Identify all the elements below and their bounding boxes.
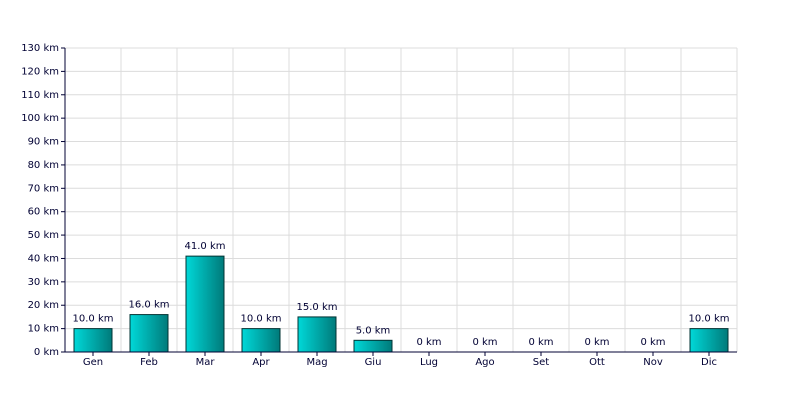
y-tick-label: 20 km: [28, 300, 59, 311]
bar: [73, 328, 113, 353]
value-label: 0 km: [640, 337, 665, 348]
value-label: 10.0 km: [241, 314, 282, 325]
value-label: 10.0 km: [73, 314, 114, 325]
x-tick-label: Set: [533, 357, 550, 368]
y-tick-label: 90 km: [28, 137, 59, 148]
x-tick-label: Feb: [140, 357, 158, 368]
value-label: 0 km: [472, 337, 497, 348]
bar: [353, 339, 393, 353]
y-tick-label: 0 km: [34, 347, 59, 358]
y-tick-label: 120 km: [21, 66, 59, 77]
x-tick-label: Mar: [196, 357, 216, 368]
x-tick-label: Lug: [420, 357, 438, 368]
y-tick-label: 80 km: [28, 160, 59, 171]
y-tick-label: 100 km: [21, 113, 59, 124]
y-tick-label: 50 km: [28, 230, 59, 241]
bar: [241, 328, 281, 353]
value-label: 10.0 km: [689, 314, 730, 325]
bar: [185, 255, 225, 353]
value-label: 5.0 km: [356, 325, 391, 336]
value-label: 0 km: [416, 337, 441, 348]
value-label: 15.0 km: [297, 302, 338, 313]
y-tick-label: 40 km: [28, 253, 59, 264]
y-tick-label: 70 km: [28, 183, 59, 194]
x-tick-label: Nov: [643, 357, 663, 368]
bar: [689, 328, 729, 353]
value-label: 41.0 km: [185, 241, 226, 252]
x-tick-label: Apr: [252, 357, 270, 368]
value-label: 0 km: [584, 337, 609, 348]
value-label: 16.0 km: [129, 300, 170, 311]
value-label: 0 km: [528, 337, 553, 348]
x-tick-label: Mag: [306, 357, 327, 368]
x-tick-label: Giu: [365, 357, 382, 368]
x-tick-label: Dic: [701, 357, 717, 368]
x-tick-label: Gen: [83, 357, 103, 368]
y-tick-label: 110 km: [21, 90, 59, 101]
y-tick-label: 10 km: [28, 324, 59, 335]
x-tick-label: Ago: [475, 357, 494, 368]
bar: [297, 316, 337, 353]
y-tick-label: 30 km: [28, 277, 59, 288]
y-tick-label: 130 km: [21, 43, 59, 54]
y-tick-label: 60 km: [28, 207, 59, 218]
x-tick-label: Ott: [589, 357, 605, 368]
bar: [129, 314, 169, 353]
